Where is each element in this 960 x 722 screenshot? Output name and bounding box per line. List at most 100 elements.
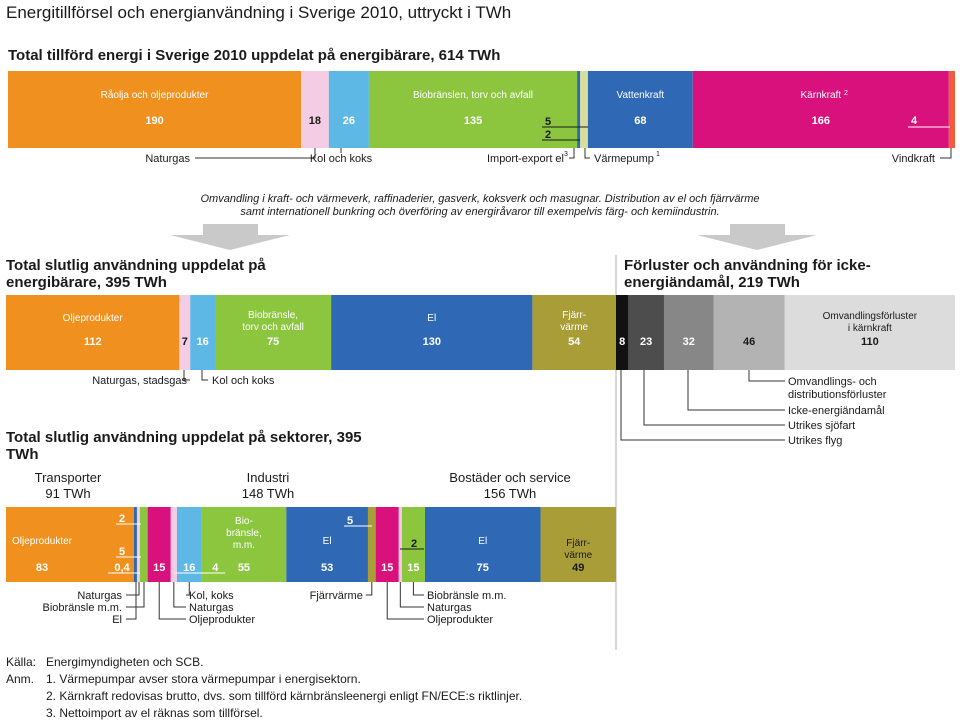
callout-s-el: El (112, 614, 122, 626)
chart4-title: Total slutlig användning uppdelat på sek… (6, 429, 362, 463)
supply-segment-6 (587, 71, 693, 148)
supply-superscript-2: 2 (844, 90, 848, 97)
sector-industry-header: Industri 148 TWh (208, 470, 328, 502)
callout-omvandling-b: distributionsförluster (788, 389, 887, 401)
callout-line-import (569, 148, 575, 159)
supply-segment-1 (301, 71, 329, 148)
use-carrier-value-3: 75 (267, 336, 279, 348)
callout-flyg: Utrikes flyg (788, 435, 842, 447)
sector-segment-8 (286, 507, 368, 582)
callout-s-gas-bost: Naturgas (427, 602, 472, 614)
supply-value-vindkraft: 4 (911, 115, 918, 127)
sector-segment-14 (540, 507, 616, 582)
sector-value-gas-bostad: 2 (411, 538, 417, 550)
sector-segment-4 (147, 507, 171, 582)
sector-segment-0 (6, 507, 134, 582)
sector-value-olja-bostad: 15 (381, 562, 393, 574)
use-carrier-segment-0 (6, 295, 180, 370)
supply-value-3: 135 (464, 115, 482, 127)
supply-value-varmepump: 5 (545, 116, 551, 128)
note-line-1: Omvandling i kraft- och värmeverk, raffi… (200, 193, 760, 205)
use-carrier-value-5: 54 (568, 336, 581, 348)
use-carrier-value-2: 16 (196, 336, 208, 348)
sector-value-olja-transport: 83 (36, 562, 48, 574)
sector-inner-fjarr-a: Fjärr- (566, 538, 590, 549)
sector-segment-12 (401, 507, 425, 582)
callout-line-naturgas (195, 148, 316, 159)
loss-segment-1 (628, 295, 664, 370)
sector-industry-total: 148 TWh (241, 486, 295, 501)
sector-value-fjarr-industri: 5 (347, 515, 353, 527)
sector-segment-1 (133, 507, 137, 582)
supply-segment-2 (328, 71, 369, 148)
callout-kol-koks-2: Kol och koks (212, 375, 275, 387)
callout-naturgas: Naturgas (145, 153, 190, 165)
footnote-3: 3. Nettoimport av el räknas som tillförs… (46, 706, 263, 720)
callout-line-s-naturgas (126, 582, 140, 596)
callout-line-s-bio (126, 582, 145, 608)
callout-vindkraft: Vindkraft (892, 153, 935, 165)
sector-inner-fjarr-b: värme (564, 550, 592, 561)
sector-inner-el-industri: El (323, 536, 332, 547)
sector-transport-total: 91 TWh (45, 486, 91, 501)
loss-segment-2 (663, 295, 714, 370)
callout-line-vindkraft (940, 148, 952, 159)
callout-line-s-el (126, 582, 137, 620)
loss-inner-a: Omvandlingsförluster (823, 311, 918, 322)
callout-line-omvandling (748, 370, 785, 382)
supply-inner-label-0: Råolja och oljeprodukter (101, 89, 210, 101)
callout-icke-energi: Icke-energiändamål (788, 405, 885, 417)
footnote-2: 2. Kärnkraft redovisas brutto, dvs. som … (46, 689, 523, 703)
source-text: Energimyndigheten och SCB. (46, 655, 204, 669)
supply-segment-3 (368, 71, 578, 148)
sector-value-fjarr-bostad: 49 (572, 562, 584, 574)
callout-line-s-bio-bost (412, 582, 424, 596)
supply-value-0: 190 (145, 115, 163, 127)
callout-sjofart: Utrikes sjöfart (788, 420, 855, 432)
arrow-left (170, 224, 290, 250)
use-carrier-value-4: 130 (423, 336, 441, 348)
callout-import-el: Import-export el (487, 153, 564, 165)
loss-inner-b: i kärnkraft (848, 323, 892, 334)
sector-value-el-industri: 53 (321, 562, 333, 574)
sector-value-bio-industri: 55 (238, 562, 250, 574)
use-carrier-inner-3a: Biobränsle, (248, 310, 298, 321)
callout-line-flyg (620, 370, 785, 441)
callout-naturgas-stadsgas: Naturgas, stadsgas (92, 375, 187, 387)
supply-segment-8 (948, 71, 955, 148)
use-carrier-segment-3 (215, 295, 332, 370)
callout-line-s-gas-bost (399, 582, 424, 608)
use-carrier-inner-4: El (427, 313, 436, 324)
supply-inner-label-3: Biobränslen, torv och avfall (413, 90, 533, 101)
supply-value-1: 18 (309, 115, 321, 127)
source-label: Källa: (6, 655, 37, 669)
callout-import-superscript: 3 (564, 151, 568, 158)
use-carrier-value-0: 112 (84, 336, 102, 348)
callout-line-sjofart (643, 370, 785, 426)
supply-inner-label-7: Kärnkraft (801, 90, 842, 101)
arrow-right (697, 224, 817, 250)
callout-line-naturgas-stadsgas (183, 370, 190, 381)
sector-value-kol-industri: 16 (183, 562, 195, 574)
sector-housing-total: 156 TWh (483, 486, 537, 501)
loss-value-4: 110 (861, 336, 879, 348)
callout-s-kol: Kol, koks (189, 590, 234, 602)
sector-segment-5 (170, 507, 177, 582)
use-carrier-segment-5 (532, 295, 616, 370)
loss-segment-4 (784, 295, 955, 370)
callout-varmepump-superscript: 1 (656, 151, 660, 158)
page-title: Energitillförsel och energianvändning i … (6, 3, 512, 22)
sector-value-el-bostad: 75 (477, 562, 489, 574)
sector-inner-bio-b: bränsle, (226, 528, 262, 539)
callout-line-kol-koks-2 (201, 370, 208, 381)
footnote-1: 1. Värmepumpar avser stora värmepumpar i… (46, 672, 361, 686)
sector-segment-10 (375, 507, 399, 582)
callout-s-bio-bost: Biobränsle m.m. (427, 590, 506, 602)
sector-value-bio-transport: 5 (119, 546, 125, 558)
conversion-note: Omvandling i kraft- och värmeverk, raffi… (120, 193, 840, 219)
loss-segment-0 (616, 295, 629, 370)
chart2-title: Total slutlig användning uppdelat på ene… (6, 257, 266, 291)
use-carrier-inner-5b: värme (560, 322, 588, 333)
loss-value-2: 32 (683, 336, 695, 348)
